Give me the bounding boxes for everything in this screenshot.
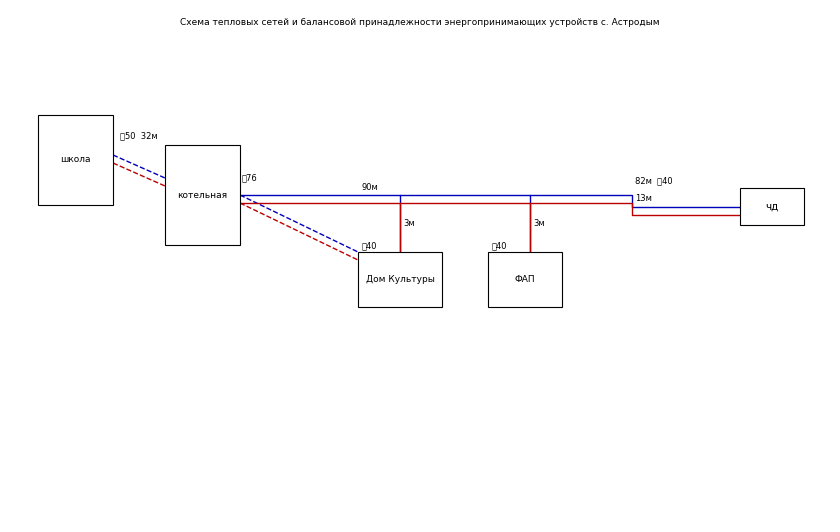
Bar — [165, 145, 240, 245]
Text: ФАП: ФАП — [515, 275, 535, 284]
Text: 3м: 3м — [533, 219, 544, 228]
Bar — [38, 115, 113, 205]
Text: 3м: 3м — [403, 219, 415, 228]
Text: 䅄40: 䅄40 — [492, 241, 507, 250]
Text: школа: школа — [60, 155, 91, 164]
Text: 䅄76: 䅄76 — [242, 173, 258, 182]
Text: 82м  䅄40: 82м 䅄40 — [635, 176, 673, 185]
Text: 䅄50  32м: 䅄50 32м — [120, 131, 158, 140]
Bar — [358, 252, 442, 307]
Text: 90м: 90м — [362, 183, 378, 192]
Text: Дом Культуры: Дом Культуры — [365, 275, 434, 284]
Bar — [488, 252, 562, 307]
Text: 13м: 13м — [635, 194, 652, 203]
Text: котельная: котельная — [177, 190, 228, 200]
Text: 䅄40: 䅄40 — [362, 241, 377, 250]
Text: чд: чд — [765, 202, 779, 212]
Bar — [740, 188, 804, 225]
Text: Схема тепловых сетей и балансовой принадлежности энергопринимающих устройств с. : Схема тепловых сетей и балансовой принад… — [181, 18, 659, 27]
